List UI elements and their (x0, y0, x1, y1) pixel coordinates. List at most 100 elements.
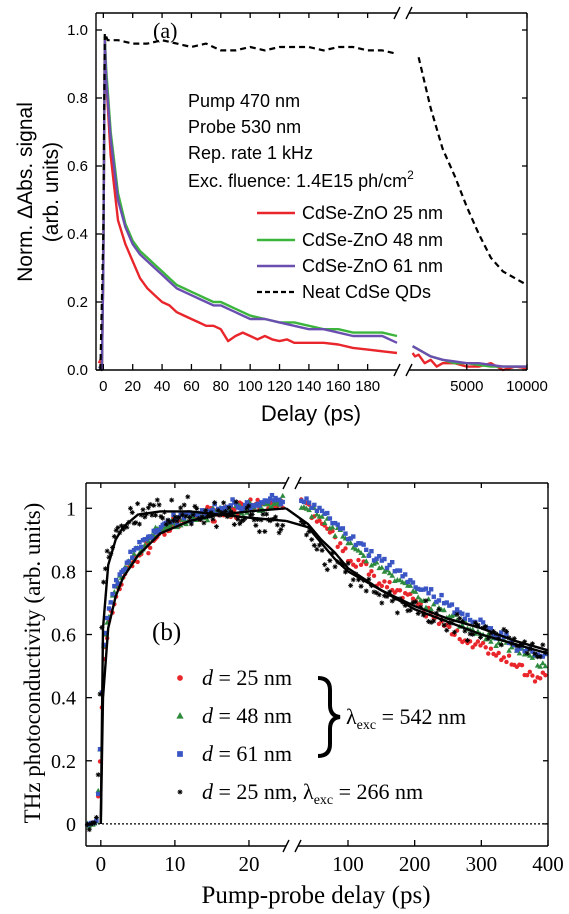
marker-266nm (131, 520, 137, 526)
legend-text: = 25 nm, λ (213, 779, 314, 804)
marker-61nm (248, 506, 253, 511)
panel-a: 0.00.20.40.60.81.00 20 40 60 80 100 120 140 160 1… (14, 6, 548, 426)
legend-label: CdSe-ZnO 48 nm (302, 230, 443, 250)
marker-266nm (532, 651, 538, 657)
marker-61nm (454, 607, 460, 612)
marker-266nm (124, 524, 130, 530)
marker-61nm (395, 568, 400, 573)
marker-266nm (363, 588, 369, 594)
marker-25nm (530, 673, 535, 678)
legend-marker (176, 712, 184, 719)
legend-text: = 48 nm (213, 703, 292, 728)
legend-entry-1: d = 48 nm (176, 703, 292, 728)
marker-25nm (366, 572, 372, 577)
marker-48nm (423, 604, 429, 610)
marker-61nm (457, 610, 462, 615)
fit-542-curve-left (99, 507, 287, 824)
panel-a-x-tick-label: 80 (212, 378, 229, 395)
marker-61nm (219, 505, 225, 511)
panel-b-y-tick-label: 0.4 (51, 688, 76, 710)
marker-61nm (144, 537, 149, 542)
marker-61nm (173, 517, 178, 523)
marker-61nm (387, 562, 392, 568)
panel-a-x-tick-label: 140 (296, 378, 321, 395)
marker-266nm (319, 547, 325, 553)
marker-61nm (413, 585, 418, 590)
marker-266nm (342, 569, 348, 575)
panel-b-y-tick-label: 1 (66, 498, 76, 520)
marker-25nm (483, 645, 488, 650)
marker-48nm (430, 601, 437, 607)
legend-label: CdSe-ZnO 61 nm (302, 256, 443, 276)
marker-266nm (212, 500, 218, 506)
marker-266nm (441, 622, 447, 628)
marker-61nm (314, 508, 320, 514)
marker-266nm (86, 827, 92, 833)
marker-266nm (309, 537, 315, 543)
panel-a-x-tick-label: 0 (99, 378, 107, 395)
marker-48nm (449, 613, 455, 619)
panel-a-y-tick-label: 0.2 (67, 294, 88, 311)
marker-61nm (517, 646, 522, 651)
marker-61nm (242, 502, 248, 508)
marker-48nm (368, 562, 375, 568)
marker-61nm (304, 496, 309, 501)
marker-266nm (219, 510, 225, 516)
marker-266nm (350, 577, 356, 583)
marker-25nm (205, 504, 210, 510)
marker-61nm (156, 529, 162, 534)
marker-25nm (527, 669, 533, 675)
panel-a-y-axis-label: Norm. ΔAbs. signal (arb. units) (14, 102, 63, 282)
marker-266nm (457, 615, 463, 621)
marker-61nm (340, 526, 346, 531)
marker-266nm (423, 598, 429, 604)
marker-266nm (256, 529, 262, 535)
marker-266nm (93, 814, 99, 820)
marker-266nm (215, 507, 221, 513)
marker-61nm (327, 516, 333, 521)
marker-266nm (384, 594, 390, 600)
marker-61nm (171, 512, 176, 517)
panel-a-ticks: 0.00.20.40.60.81.00 20 40 60 80 100 120 140 160 1… (67, 13, 548, 395)
panel-a-axis-break-top (393, 6, 413, 20)
marker-266nm (340, 562, 346, 568)
marker-48nm (358, 549, 364, 555)
marker-266nm (104, 548, 110, 554)
marker-25nm (353, 564, 359, 569)
marker-48nm (493, 643, 499, 649)
marker-266nm (127, 505, 133, 511)
series-scatter-1 (84, 492, 549, 829)
marker-266nm (169, 497, 175, 503)
legend-label: d = 48 nm (202, 703, 292, 728)
marker-61nm (488, 626, 494, 631)
marker-266nm (273, 514, 279, 520)
marker-266nm (163, 521, 169, 527)
marker-61nm (104, 615, 110, 621)
marker-48nm (363, 558, 370, 564)
legend-var: d (202, 665, 214, 690)
marker-61nm (449, 602, 455, 607)
marker-25nm (387, 579, 392, 585)
marker-266nm (452, 629, 458, 635)
legend-label: CdSe-ZnO 25 nm (302, 203, 443, 223)
marker-25nm (255, 497, 260, 503)
marker-266nm (405, 608, 411, 614)
marker-61nm (94, 818, 99, 823)
marker-61nm (230, 497, 235, 502)
series-scatter-3 (84, 494, 548, 833)
marker-266nm (465, 637, 471, 643)
brace-lambda: λ (346, 704, 357, 729)
series-line-25nm-right (411, 352, 528, 372)
marker-61nm (106, 606, 112, 611)
panel-a-y-tick-label: 0.4 (67, 226, 88, 243)
marker-61nm (392, 569, 398, 574)
marker-266nm (470, 631, 476, 637)
marker-25nm (384, 584, 390, 590)
marker-61nm (504, 632, 509, 637)
marker-266nm (376, 592, 382, 598)
marker-266nm (503, 628, 509, 634)
series-line-61nm-right (412, 345, 527, 368)
marker-61nm (452, 610, 457, 615)
marker-266nm (119, 523, 125, 529)
